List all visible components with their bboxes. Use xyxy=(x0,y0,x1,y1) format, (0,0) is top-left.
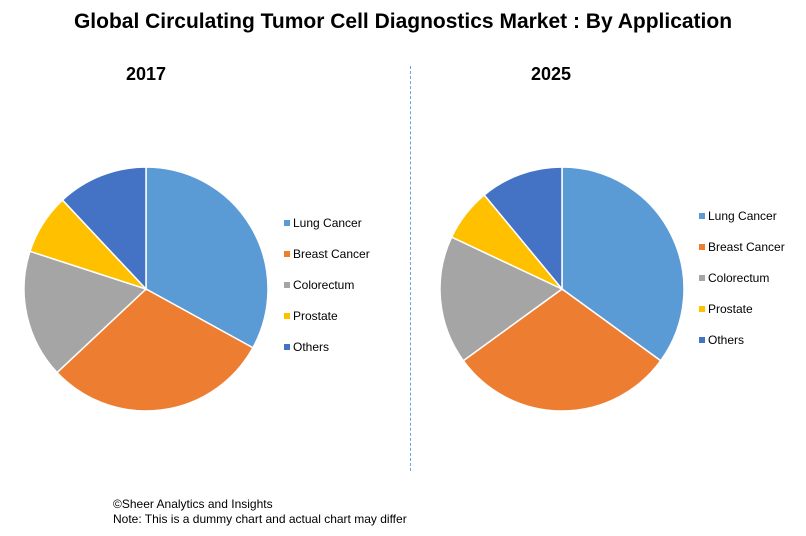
legend-swatch xyxy=(699,275,705,281)
pie-chart-2025: 2025 Lung Cancer Breast Cancer Colorectum Pr… xyxy=(439,64,785,412)
legend-label: Prostate xyxy=(708,302,753,316)
chart-title: Global Circulating Tumor Cell Diagnostic… xyxy=(73,10,733,33)
legend-swatch xyxy=(699,244,705,250)
legend-label: Prostate xyxy=(293,309,338,323)
chart-divider xyxy=(410,66,411,471)
legend-swatch xyxy=(284,220,290,226)
legend-swatch xyxy=(699,213,705,219)
legend-label: Lung Cancer xyxy=(708,209,777,223)
legend-swatch xyxy=(699,337,705,343)
legend-swatch xyxy=(284,344,290,350)
legend-label: Others xyxy=(293,340,329,354)
legend-swatch xyxy=(284,313,290,319)
disclaimer-note: Note: This is a dummy chart and actual c… xyxy=(113,512,407,526)
pie-year-title: 2017 xyxy=(126,64,166,84)
legend-label: Breast Cancer xyxy=(293,247,370,261)
legend-label: Colorectum xyxy=(293,278,354,292)
pie-slice-breast-cancer xyxy=(462,288,662,412)
pie-chart-2017: 2017 Lung Cancer Breast Cancer Colorectum Pr… xyxy=(23,64,370,412)
pie-slice-lung-cancer xyxy=(145,166,269,349)
legend-swatch xyxy=(284,251,290,257)
legend-swatch xyxy=(284,282,290,288)
pie-year-title: 2025 xyxy=(531,64,571,84)
footer: ©Sheer Analytics and Insights Note: This… xyxy=(113,497,407,527)
legend-label: Lung Cancer xyxy=(293,216,362,230)
legend-swatch xyxy=(699,306,705,312)
legend-label: Breast Cancer xyxy=(708,240,785,254)
pie-slice-breast-cancer xyxy=(56,288,254,412)
legend-label: Colorectum xyxy=(708,271,769,285)
pie-slice-others xyxy=(483,166,563,292)
legend-label: Others xyxy=(708,333,744,347)
pie-slice-others xyxy=(61,166,147,291)
pie-slice-lung-cancer xyxy=(561,166,685,362)
copyright-text: ©Sheer Analytics and Insights xyxy=(113,497,273,511)
pie-slice-colorectum xyxy=(439,236,564,362)
pie-slice-colorectum xyxy=(23,250,148,374)
